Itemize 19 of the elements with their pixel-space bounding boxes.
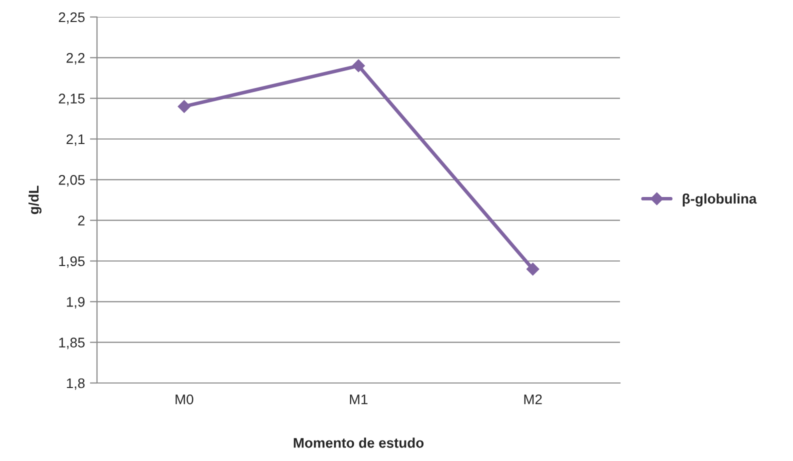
x-tick-label: M2 <box>524 394 542 404</box>
x-tick-label: M1 <box>350 394 368 404</box>
point <box>352 59 365 72</box>
point <box>526 262 540 276</box>
y-tick-label: 2,05 <box>58 175 85 186</box>
y-tick-label: 2,2 <box>66 53 84 64</box>
y-tick-label: 1,9 <box>66 297 85 308</box>
y-tick-label: 2,1 <box>66 134 85 146</box>
legend-label: β-globulina <box>682 193 757 207</box>
point <box>178 100 191 113</box>
y-tick-label: 1,8 <box>66 378 85 390</box>
y-tick-label: 2,15 <box>58 94 85 106</box>
y-tick-label: 1,95 <box>59 256 85 268</box>
y-tick-label: 2 <box>78 216 84 226</box>
y-tick-label: 2,25 <box>58 12 85 24</box>
x-axis-title: Momento de estudo <box>294 438 424 448</box>
y-tick-label: 1,85 <box>59 338 85 350</box>
y-axis-title: g/dL <box>28 186 42 214</box>
x-tick-label: M0 <box>176 394 194 404</box>
